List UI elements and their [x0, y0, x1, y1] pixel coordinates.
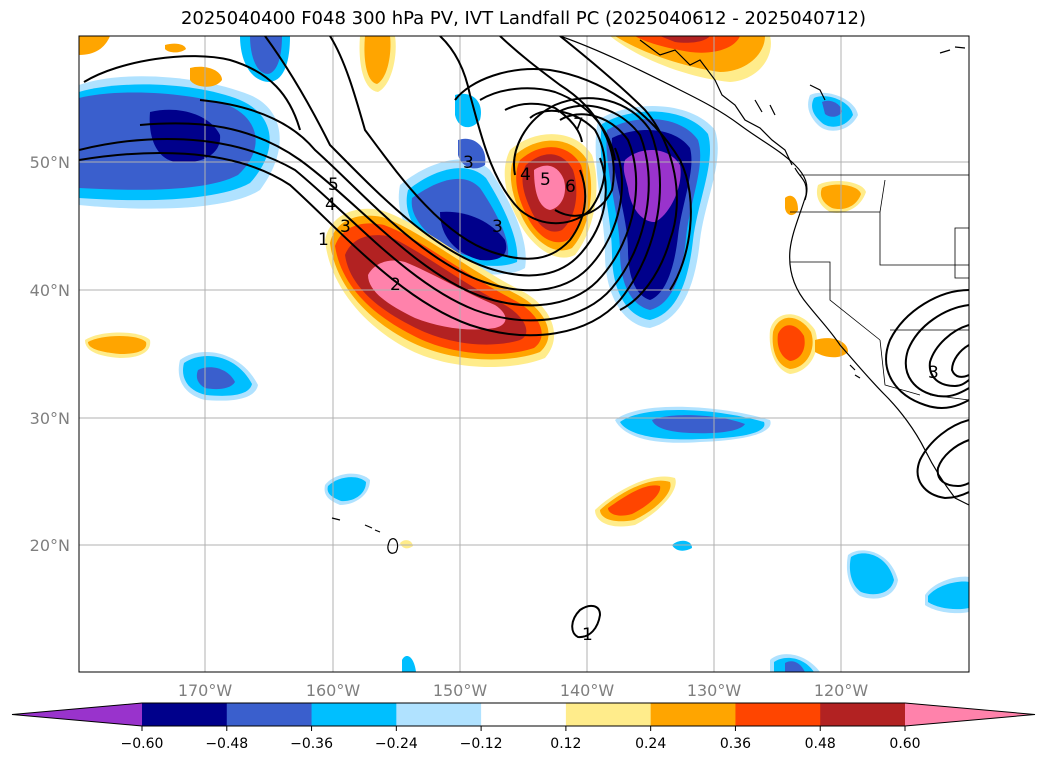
map-frame — [78, 35, 970, 673]
lon-label: 160°W — [306, 681, 361, 700]
contour-label: 4 — [520, 165, 531, 185]
colorbar-segment — [481, 703, 567, 726]
longitude-labels: 170°W 160°W 150°W 140°W 130°W 120°W — [178, 681, 869, 700]
colorbar-segment — [820, 703, 906, 726]
latitude-labels: 50°N 40°N 30°N 20°N — [30, 153, 70, 555]
contour-label: 4 — [325, 195, 336, 215]
colorbar-segment — [735, 703, 821, 726]
colorbar-tick-label: −0.60 — [121, 736, 164, 752]
contour-label: 1 — [318, 230, 329, 250]
colorbar-segment — [396, 703, 482, 726]
lat-label: 40°N — [30, 281, 70, 300]
colorbar-segment — [142, 703, 228, 726]
lat-label: 20°N — [30, 536, 70, 555]
colorbar-extension-low — [12, 703, 142, 726]
colorbar-tick-label: −0.48 — [205, 736, 248, 752]
colorbar-tick-label: −0.24 — [375, 736, 418, 752]
colorbar-tick-label: 0.60 — [889, 736, 920, 752]
lon-label: 150°W — [433, 681, 488, 700]
small-anomalies — [85, 92, 969, 672]
colorbar-segment — [311, 703, 397, 726]
lon-label: 170°W — [178, 681, 233, 700]
contour-label: 2 — [390, 275, 401, 295]
contour-labels: 1 2 3 4 5 6 7 3 4 5 3 1 3 — [318, 115, 939, 645]
colorbar-tick-label: 0.36 — [720, 736, 751, 752]
contour-label: 3 — [928, 363, 939, 383]
colorbar-tick-label: 0.12 — [550, 736, 581, 752]
colorbar-segment — [650, 703, 736, 726]
contour-label: 3 — [492, 217, 503, 237]
contour-label: 7 — [573, 115, 584, 135]
map-title: 2025040400 F048 300 hPa PV, IVT Landfall… — [180, 8, 867, 29]
lat-label: 50°N — [30, 153, 70, 172]
contour-label: 5 — [328, 175, 339, 195]
lon-label: 130°W — [687, 681, 742, 700]
colorbar-segment — [565, 703, 652, 726]
colorbar-tick-label: 0.24 — [635, 736, 666, 752]
lat-label: 30°N — [30, 409, 70, 428]
negative-anomaly-top — [240, 36, 290, 82]
contour-label: 6 — [565, 177, 576, 197]
colorbar-tick-label: −0.36 — [290, 736, 333, 752]
contour-label: 5 — [540, 170, 551, 190]
coastlines — [331, 36, 969, 554]
negative-anomaly-northwest — [79, 76, 280, 209]
colorbar-tick-label: 0.48 — [805, 736, 836, 752]
contour-label: 3 — [340, 217, 351, 237]
lon-label: 140°W — [560, 681, 615, 700]
colorbar: −0.60 −0.48 −0.36 −0.24 −0.12 0.12 0.24 0.36 0.4… — [11, 702, 1036, 752]
colorbar-segment — [226, 703, 313, 726]
colorbar-tick-label: −0.12 — [460, 736, 503, 752]
political-borders — [790, 174, 969, 401]
colorbar-extension-high — [905, 703, 1035, 726]
ivt-contours — [79, 36, 969, 639]
contour-label: 1 — [582, 625, 593, 645]
contour-label: 3 — [463, 153, 474, 173]
positive-anomaly-central-east — [504, 134, 597, 258]
lon-label: 120°W — [814, 681, 869, 700]
